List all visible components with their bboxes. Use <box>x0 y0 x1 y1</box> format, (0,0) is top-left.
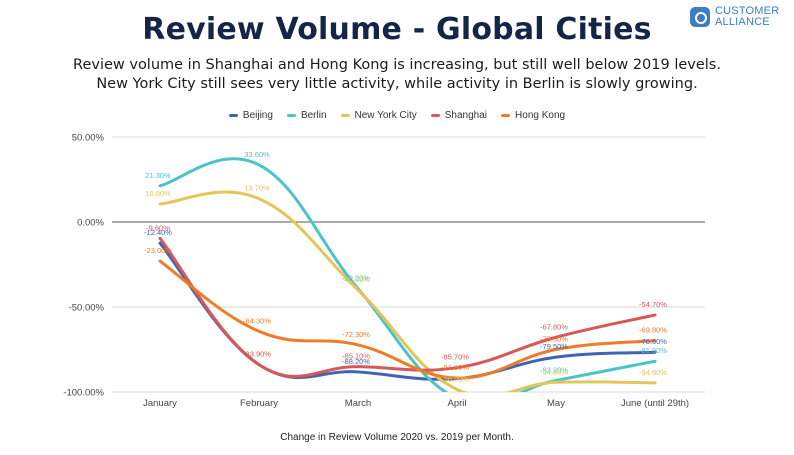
subtitle-line-2: New York City still sees very little act… <box>96 76 698 92</box>
data-label-beijing: -88.20% <box>342 357 370 366</box>
series-line-berlin <box>158 157 657 392</box>
x-tick-label: May <box>547 398 565 409</box>
x-tick-label: January <box>143 398 177 409</box>
legend-swatch <box>340 114 350 117</box>
data-label-berlin: 21.30% <box>145 171 171 180</box>
series-line-beijing <box>158 241 657 381</box>
data-label-shanghai: -85.70% <box>441 353 469 362</box>
series-line-shanghai <box>158 236 657 378</box>
data-label-hong-kong: -72.30% <box>342 330 370 339</box>
data-label-hong-kong: -75.00% <box>540 335 568 344</box>
data-label-new-york-city: 13.70% <box>244 184 270 193</box>
data-label-new-york-city: -96.20% <box>441 374 469 383</box>
legend-swatch <box>430 114 440 117</box>
data-label-beijing: -76.60% <box>639 337 667 346</box>
x-tick-label: March <box>345 398 371 409</box>
data-label-berlin: -81.90% <box>639 346 667 355</box>
y-tick-label: -100.00% <box>63 388 104 399</box>
chart-title: Review Volume - Global Cities <box>142 12 652 47</box>
legend-swatch <box>286 114 296 117</box>
legend-label: Hong Kong <box>515 110 566 121</box>
data-label-shanghai: -54.70% <box>639 300 667 309</box>
y-tick-label: -50.00% <box>69 303 105 314</box>
data-label-shanghai: -83.90% <box>243 350 271 359</box>
legend-label: Beijing <box>242 110 273 121</box>
data-label-beijing: -79.50% <box>540 342 568 351</box>
data-label-new-york-city: 10.60% <box>145 189 171 198</box>
logo-text: CUSTOMER ALLIANCE <box>715 6 779 28</box>
legend-label: Berlin <box>300 110 327 121</box>
legend-label: New York City <box>354 110 417 121</box>
x-tick-label: June (until 29th) <box>621 398 689 409</box>
data-label-shanghai: -9.60% <box>146 223 170 232</box>
customer-alliance-logo: CUSTOMER ALLIANCE <box>690 6 790 32</box>
data-label-hong-kong: -23.00% <box>144 246 172 255</box>
y-tick-label: 0.00% <box>77 218 104 229</box>
data-label-berlin: 33.60% <box>244 150 270 159</box>
logo-line-1: CUSTOMER <box>715 5 780 17</box>
legend-item-beijing: Beijing <box>228 110 273 121</box>
series-line-hong-kong <box>158 259 657 380</box>
chat-bubble-icon <box>690 7 710 27</box>
data-label-beijing: -12.40% <box>144 228 172 237</box>
legend-label: Shanghai <box>444 110 488 121</box>
x-tick-label: April <box>447 398 466 409</box>
data-label-hong-kong: -64.30% <box>243 316 271 325</box>
data-label-shanghai: -85.10% <box>342 352 370 361</box>
data-label-new-york-city: -94.30% <box>540 367 568 376</box>
legend-item-new-york-city: New York City <box>340 110 417 121</box>
data-label-hong-kong: -69.80% <box>639 326 667 335</box>
legend-swatch <box>501 114 511 117</box>
y-tick-label: 50.00% <box>72 133 105 144</box>
data-label-berlin: -39.20% <box>342 274 370 283</box>
chart-legend: Beijing Berlin New York City Shanghai Hong K… <box>0 110 794 121</box>
chart-caption: Change in Review Volume 2020 vs. 2019 pe… <box>280 432 514 443</box>
legend-item-hong-kong: Hong Kong <box>501 110 565 121</box>
data-label-berlin: -93.20% <box>540 365 568 374</box>
series-lines <box>158 157 657 392</box>
series-line-new-york-city <box>158 190 657 392</box>
legend-swatch <box>228 114 238 117</box>
subtitle-line-1: Review volume in Shanghai and Hong Kong … <box>73 57 721 73</box>
logo-line-2: ALLIANCE <box>715 16 770 28</box>
legend-item-berlin: Berlin <box>286 110 327 121</box>
data-label-hong-kong: -91.80% <box>441 363 469 372</box>
legend-item-shanghai: Shanghai <box>430 110 488 121</box>
data-label-shanghai: -67.80% <box>540 322 568 331</box>
x-tick-label: February <box>240 398 278 409</box>
data-label-new-york-city: -40.00% <box>342 275 370 284</box>
chart-subtitle: Review volume in Shanghai and Hong Kong … <box>0 56 794 94</box>
data-label-new-york-city: -94.60% <box>639 368 667 377</box>
